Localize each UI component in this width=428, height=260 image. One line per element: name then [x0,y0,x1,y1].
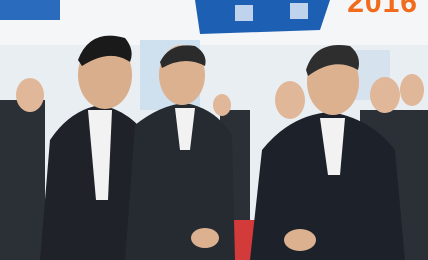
photo: 2016 [0,0,428,260]
banner [195,0,330,34]
watermark-year: 2016 [347,0,418,20]
banner-glyph [235,5,253,21]
sign [0,0,60,20]
banner-glyph [290,3,308,19]
photo-scene [0,0,428,260]
